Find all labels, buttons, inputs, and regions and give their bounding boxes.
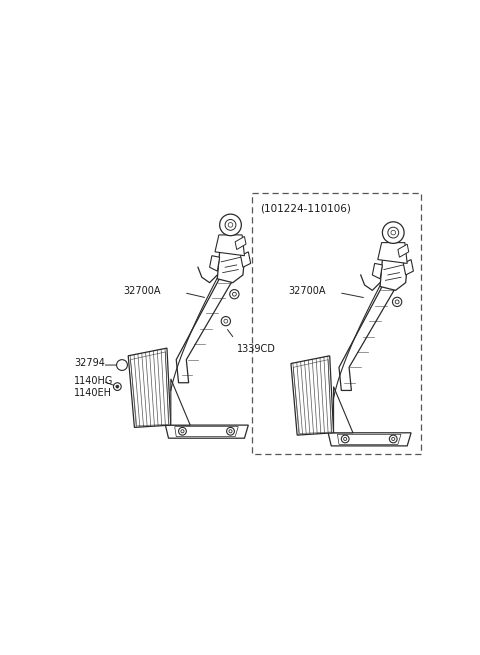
Polygon shape [166, 425, 248, 438]
Circle shape [391, 231, 396, 235]
Circle shape [341, 435, 349, 443]
Polygon shape [339, 283, 397, 390]
Polygon shape [128, 348, 171, 428]
Circle shape [228, 223, 233, 227]
Circle shape [224, 319, 228, 323]
Circle shape [388, 227, 399, 238]
Circle shape [227, 428, 234, 435]
Polygon shape [403, 259, 413, 275]
Circle shape [113, 383, 121, 390]
Circle shape [117, 360, 127, 371]
Text: (101224-110106): (101224-110106) [260, 203, 351, 214]
Circle shape [232, 292, 236, 296]
Circle shape [344, 438, 347, 441]
Text: 32700A: 32700A [288, 286, 325, 296]
Text: 32794: 32794 [74, 358, 105, 369]
Text: 1339CD: 1339CD [237, 345, 276, 354]
Polygon shape [215, 235, 244, 255]
Text: 1140EH: 1140EH [74, 388, 112, 398]
Polygon shape [235, 236, 246, 250]
Polygon shape [291, 356, 334, 435]
Polygon shape [328, 433, 411, 446]
Circle shape [229, 430, 232, 433]
Circle shape [181, 430, 184, 433]
Polygon shape [240, 252, 251, 267]
Circle shape [389, 435, 397, 443]
Polygon shape [380, 255, 407, 290]
Circle shape [393, 297, 402, 307]
Polygon shape [334, 386, 353, 433]
Polygon shape [176, 275, 234, 383]
Polygon shape [217, 248, 244, 283]
Circle shape [395, 300, 399, 304]
Circle shape [220, 214, 241, 236]
Circle shape [392, 438, 395, 441]
Polygon shape [378, 242, 407, 263]
Polygon shape [171, 379, 190, 425]
Circle shape [179, 428, 186, 435]
Circle shape [225, 219, 236, 231]
Bar [252, 193, 421, 455]
Polygon shape [210, 255, 220, 271]
Circle shape [116, 385, 119, 388]
Polygon shape [372, 263, 383, 279]
Circle shape [230, 290, 239, 299]
Circle shape [221, 316, 230, 326]
Text: 32700A: 32700A [123, 286, 161, 296]
Circle shape [383, 222, 404, 244]
Text: 1140HG: 1140HG [74, 376, 113, 386]
Polygon shape [398, 244, 409, 257]
